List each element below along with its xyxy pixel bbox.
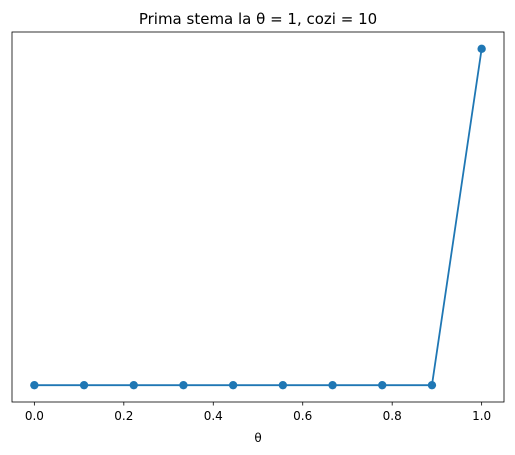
- data-point: [228, 380, 238, 390]
- data-point: [179, 380, 188, 390]
- chart-title: Prima stema la θ = 1, cozi = 10: [139, 10, 377, 28]
- x-tick-label: 0.6: [293, 409, 312, 423]
- data-point: [30, 380, 39, 390]
- x-tick-label: 0.0: [25, 409, 44, 423]
- series-line: [34, 48, 483, 387]
- x-tick-label: 0.8: [383, 409, 402, 423]
- x-tick-label: 1.0: [472, 409, 491, 423]
- plot-area: 0.0 0.2 0.4 0.6 0.8 1.0: [11, 31, 505, 423]
- data-point: [427, 380, 437, 390]
- axes-frame: [11, 31, 505, 403]
- data-point: [328, 380, 337, 390]
- data-point: [79, 380, 89, 390]
- x-axis-label: θ: [254, 431, 261, 445]
- data-point: [129, 380, 138, 390]
- data-point: [378, 380, 387, 390]
- data-point: [477, 44, 486, 54]
- x-tick-label: 0.2: [114, 409, 133, 423]
- data-point: [278, 380, 288, 390]
- x-tick-label: 0.4: [204, 409, 223, 423]
